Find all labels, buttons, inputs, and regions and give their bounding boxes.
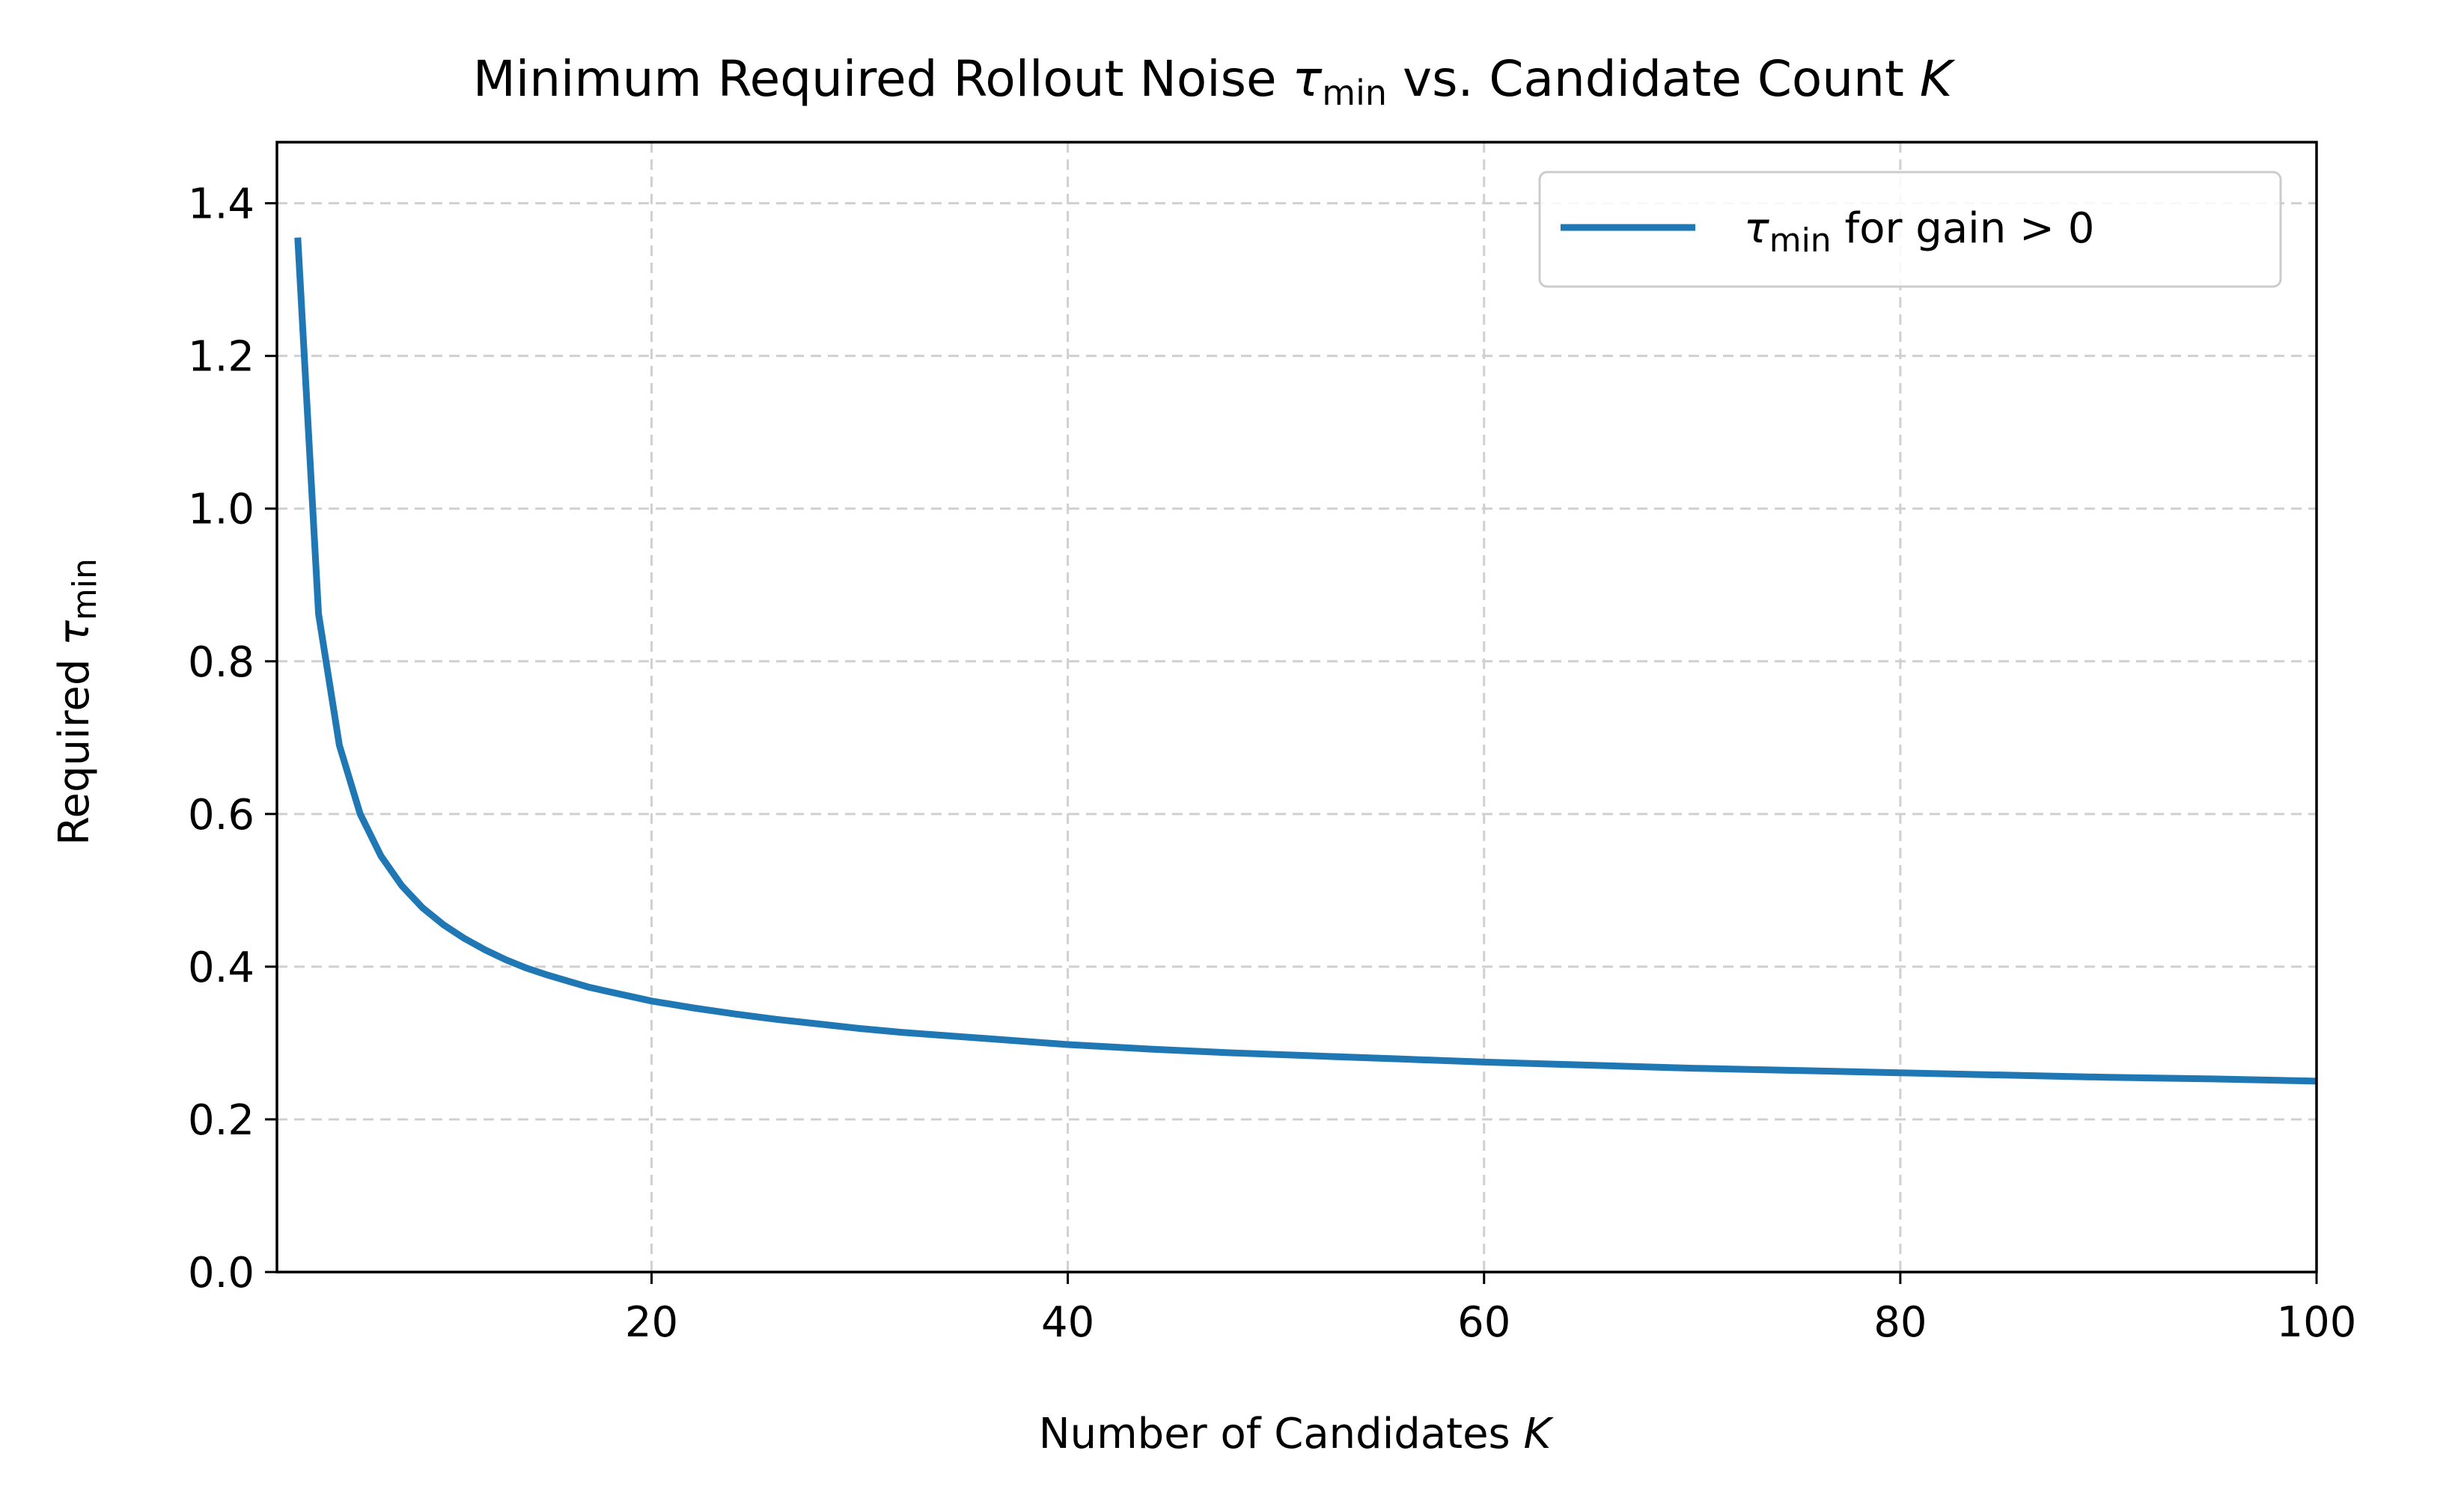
- y-tick-label: 0.8: [188, 638, 254, 687]
- xlabel-text: Number of Candidates: [1039, 1410, 1524, 1458]
- ylabel-subscript: min: [66, 558, 104, 620]
- axis-ticks: [265, 202, 2318, 1284]
- legend-symbol: τ: [1744, 204, 1769, 253]
- x-tick-label: 40: [1041, 1298, 1094, 1347]
- series-layer: [294, 237, 2317, 1085]
- chart-title: Minimum Required Rollout Noise τmin vs. …: [473, 50, 1956, 113]
- y-tick-label: 1.2: [188, 333, 254, 382]
- title-before: Minimum Required Rollout Noise: [473, 50, 1293, 108]
- x-axis-label: Number of Candidates K: [1039, 1410, 1555, 1458]
- xlabel-variable: K: [1524, 1410, 1555, 1458]
- series-line: [294, 237, 2317, 1085]
- grid-lines: [277, 142, 2318, 1274]
- legend-box: [1538, 171, 2282, 288]
- y-axis-label: Required τmin: [50, 558, 104, 846]
- x-tick-label: 60: [1457, 1298, 1510, 1347]
- x-tick-label: 100: [2277, 1298, 2357, 1347]
- legend-math: > 0: [2019, 204, 2094, 253]
- y-tick-label: 1.4: [188, 180, 254, 229]
- plot-frame: [275, 141, 2318, 1274]
- tick-labels: 20 40 60 80 100 0.0 0.2 0.4 0.6 0.8 1.0 1.2 1.4: [188, 180, 2357, 1347]
- y-tick-label: 0.0: [188, 1249, 254, 1297]
- title-after: vs. Candidate Count: [1387, 50, 1920, 108]
- y-tick-label: 0.2: [188, 1096, 254, 1145]
- y-tick-label: 1.0: [188, 486, 254, 534]
- legend: τmin for gain > 0: [1538, 171, 2282, 288]
- title-variable: K: [1920, 50, 1956, 108]
- legend-entry: τmin for gain > 0: [1744, 204, 2094, 260]
- ylabel-text: Required: [50, 646, 99, 846]
- x-tick-label: 80: [1873, 1298, 1927, 1347]
- y-tick-label: 0.6: [188, 791, 254, 840]
- legend-subscript: min: [1769, 221, 1832, 260]
- legend-text: for gain: [1832, 204, 2019, 253]
- title-symbol: τ: [1293, 50, 1323, 108]
- ylabel-symbol: τ: [50, 620, 99, 646]
- x-tick-label: 20: [625, 1298, 678, 1347]
- title-subscript: min: [1322, 73, 1387, 113]
- y-tick-label: 0.4: [188, 944, 254, 992]
